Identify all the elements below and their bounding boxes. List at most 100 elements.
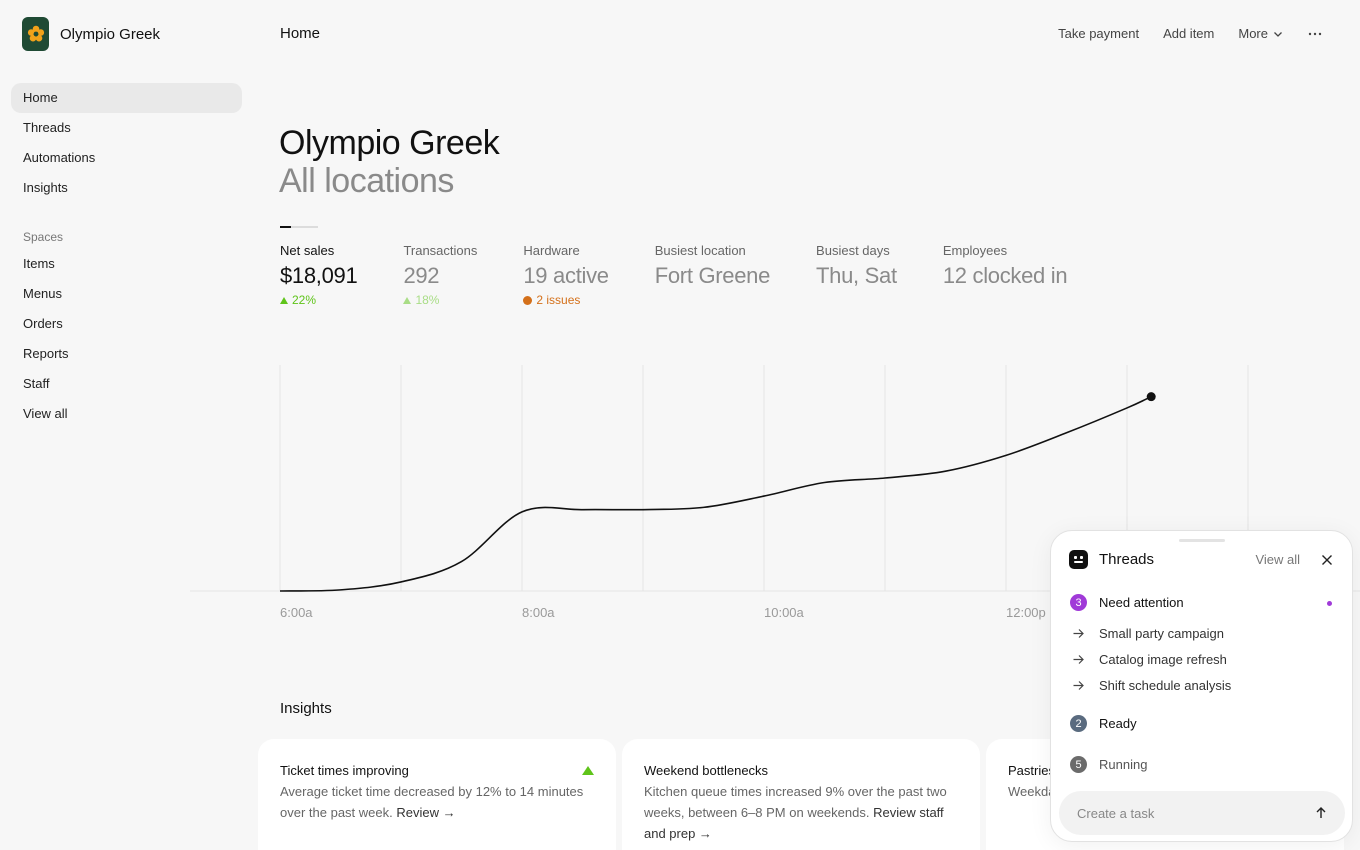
- headline: Olympio Greek All locations: [279, 124, 500, 200]
- thread-item[interactable]: Catalog image refresh: [1072, 652, 1227, 667]
- sidebar-item-orders[interactable]: Orders: [23, 316, 63, 331]
- count-badge: 2: [1070, 715, 1087, 732]
- series-endpoint-dot: [1146, 392, 1156, 402]
- metric-value: $18,091: [280, 263, 358, 288]
- trend-up-icon: [582, 766, 594, 775]
- metric-label: Transactions: [403, 243, 478, 258]
- sidebar-nav: Home Threads Automations Insights Spaces…: [11, 83, 242, 429]
- drag-handle[interactable]: [1179, 539, 1225, 542]
- metric-net-sales[interactable]: Net sales $18,091 22%: [280, 243, 358, 307]
- metric-label: Net sales: [280, 243, 335, 258]
- metric-value: 12 clocked in: [942, 263, 1068, 288]
- insight-card-title: Ticket times improving: [280, 763, 409, 778]
- sales-series-line: [279, 395, 1152, 592]
- sidebar-item-menus[interactable]: Menus: [23, 286, 63, 301]
- metric-label: Busiest days: [816, 243, 890, 258]
- thread-group-ready[interactable]: 2 Ready: [1070, 715, 1137, 732]
- sidebar-item-staff[interactable]: Staff: [23, 376, 50, 391]
- sidebar-item-items[interactable]: Items: [23, 256, 55, 271]
- ellipsis-icon: [1308, 32, 1322, 35]
- add-item-button[interactable]: Add item: [1163, 26, 1215, 41]
- thread-group-label: Running: [1099, 757, 1148, 772]
- x-tick-label: 12:00p: [1006, 605, 1046, 620]
- metric-value: Fort Greene: [654, 263, 771, 288]
- create-task-input[interactable]: [1059, 791, 1345, 835]
- metric-label: Employees: [942, 243, 1008, 258]
- count-badge: 3: [1070, 594, 1087, 611]
- sidebar-item-insights[interactable]: Insights: [23, 180, 68, 195]
- more-menu-button[interactable]: More: [1238, 26, 1284, 41]
- thread-group-running[interactable]: 5 Running: [1070, 756, 1147, 773]
- metric-transactions[interactable]: Transactions 292 18%: [403, 243, 477, 307]
- send-arrow-up-icon[interactable]: [1313, 805, 1329, 821]
- insight-card-title: Weekend bottlenecks: [644, 763, 769, 778]
- trend-up-icon: [403, 296, 412, 304]
- top-actions: Take payment Add item More: [1058, 26, 1322, 41]
- sidebar-item-view-all[interactable]: View all: [23, 406, 68, 421]
- metric-issues: 2 issues: [523, 293, 608, 307]
- thread-item[interactable]: Shift schedule analysis: [1072, 678, 1231, 693]
- metric-employees[interactable]: Employees 12 clocked in: [943, 243, 1068, 307]
- take-payment-button[interactable]: Take payment: [1058, 26, 1140, 41]
- arrow-right-icon: [1073, 681, 1084, 690]
- thread-item[interactable]: Small party campaign: [1072, 626, 1224, 641]
- close-icon[interactable]: [1320, 553, 1334, 567]
- metric-label: Busiest location: [654, 243, 746, 258]
- metric-value: 19 active: [523, 263, 609, 288]
- metric-change-value: 22%: [292, 293, 317, 307]
- insight-card-title: Pastries: [1008, 763, 1055, 778]
- x-tick-label: 10:00a: [764, 605, 805, 620]
- review-link[interactable]: Review →: [396, 805, 456, 820]
- insight-card[interactable]: Weekend bottlenecks Kitchen queue times …: [622, 739, 980, 850]
- brand[interactable]: Olympio Greek: [22, 17, 160, 51]
- metric-busiest-days[interactable]: Busiest days Thu, Sat: [816, 243, 897, 307]
- metric-change: 18%: [403, 293, 477, 307]
- insight-card-text: Kitchen queue times increased 9% over th…: [644, 784, 947, 820]
- metrics-row: Net sales $18,091 22% Transactions 292 1…: [280, 243, 1113, 307]
- x-tick-label: 8:00a: [522, 605, 555, 620]
- insight-card[interactable]: Ticket times improving Average ticket ti…: [258, 739, 616, 850]
- thread-item-label: Catalog image refresh: [1099, 652, 1227, 667]
- sidebar-item-automations[interactable]: Automations: [23, 150, 96, 165]
- insight-card-text: Average ticket time decreased by 12% to …: [280, 784, 584, 820]
- more-menu-label: More: [1238, 26, 1268, 41]
- thread-group-need-attention[interactable]: 3 Need attention: [1070, 594, 1184, 611]
- metric-issues-value: 2 issues: [536, 293, 581, 307]
- sidebar-item-home[interactable]: Home: [11, 83, 242, 113]
- x-tick-label: 6:00a: [280, 605, 313, 620]
- insight-card-body: Average ticket time decreased by 12% to …: [280, 781, 594, 823]
- page-title: Home: [280, 25, 321, 42]
- metric-hardware[interactable]: Hardware 19 active 2 issues: [523, 243, 609, 307]
- location-title: Olympio Greek: [279, 124, 500, 162]
- insight-card-body: Kitchen queue times increased 9% over th…: [644, 781, 958, 844]
- threads-bot-icon: [1069, 550, 1088, 569]
- insights-heading: Insights: [280, 700, 332, 717]
- location-subtitle[interactable]: All locations: [279, 162, 454, 200]
- brand-name: Olympio Greek: [60, 25, 161, 43]
- overflow-menu-button[interactable]: [1308, 28, 1322, 40]
- review-staff-link[interactable]: Review staff and prep →: [644, 805, 944, 841]
- count-badge: 5: [1070, 756, 1087, 773]
- thread-group-label: Need attention: [1099, 595, 1184, 610]
- metric-change-value: 18%: [415, 293, 440, 307]
- spaces-section-label: Spaces: [23, 230, 64, 244]
- metrics-pager[interactable]: [280, 226, 318, 228]
- sales-chart[interactable]: 6:00a 8:00a 10:00a 12:00p: [0, 0, 1360, 640]
- threads-view-all-link[interactable]: View all: [1255, 552, 1300, 567]
- metric-label: Hardware: [523, 243, 580, 258]
- flower-logo-icon: [22, 17, 49, 51]
- metric-busiest-location[interactable]: Busiest location Fort Greene: [654, 243, 771, 307]
- threads-panel: Threads View all 3 Need attention Small …: [1050, 530, 1353, 842]
- metric-change: 22%: [280, 293, 357, 307]
- trend-up-icon: [280, 296, 288, 304]
- arrow-right-icon: [1073, 655, 1084, 664]
- thread-group-label: Ready: [1099, 716, 1137, 731]
- threads-title: Threads: [1099, 551, 1155, 568]
- thread-item-label: Shift schedule analysis: [1099, 678, 1232, 693]
- chevron-down-icon: [1274, 31, 1282, 37]
- sidebar-item-reports[interactable]: Reports: [23, 346, 69, 361]
- sidebar-item-threads[interactable]: Threads: [23, 120, 71, 135]
- arrow-right-icon: [1073, 629, 1084, 638]
- metric-value: 292: [403, 263, 440, 288]
